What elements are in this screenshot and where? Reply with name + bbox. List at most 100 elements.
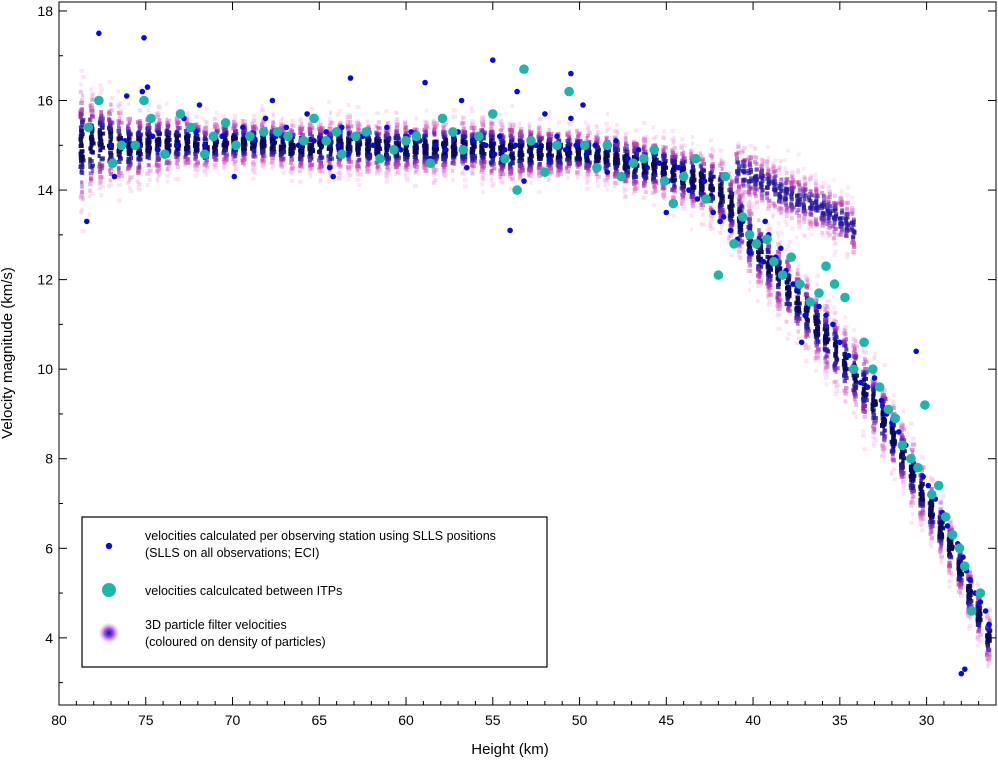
- particle-filter-mark: [814, 320, 818, 324]
- particle-filter-mark: [384, 109, 388, 113]
- particle-filter-mark: [644, 190, 648, 194]
- particle-filter-mark: [788, 240, 793, 244]
- particle-filter-mark: [290, 123, 293, 127]
- particle-filter-mark: [147, 144, 152, 148]
- particle-filter-mark: [176, 121, 180, 125]
- particle-filter-mark: [299, 149, 304, 153]
- particle-filter-mark: [633, 187, 636, 191]
- particle-filter-mark: [690, 228, 693, 232]
- particle-filter-mark: [813, 315, 818, 319]
- particle-filter-mark: [346, 165, 350, 169]
- particle-filter-mark: [147, 140, 151, 144]
- particle-filter-mark: [318, 169, 323, 173]
- particle-filter-mark: [99, 175, 104, 179]
- particle-filter-mark: [519, 146, 523, 150]
- particle-filter-mark: [234, 164, 238, 168]
- particle-filter-mark: [203, 137, 207, 141]
- particle-filter-mark: [260, 164, 264, 168]
- particle-filter-mark: [138, 182, 142, 186]
- particle-filter-mark: [824, 365, 828, 369]
- particle-filter-mark: [509, 144, 513, 148]
- particle-filter-mark: [711, 196, 715, 200]
- particle-filter-mark: [300, 161, 303, 165]
- particle-filter-mark: [98, 148, 101, 152]
- particle-filter-mark: [568, 130, 571, 134]
- particle-filter-mark: [347, 170, 350, 174]
- particle-filter-mark: [863, 357, 867, 361]
- particle-filter-mark: [537, 190, 542, 194]
- particle-filter-mark: [823, 318, 828, 322]
- particle-filter-mark: [863, 415, 867, 419]
- particle-filter-mark: [652, 166, 656, 170]
- particle-filter-mark: [414, 165, 419, 169]
- particle-filter-mark: [279, 148, 282, 152]
- particle-filter-mark: [670, 137, 673, 141]
- particle-filter-mark: [203, 164, 208, 168]
- particle-filter-mark: [270, 166, 273, 170]
- particle-filter-mark: [614, 166, 619, 170]
- particle-filter-mark: [176, 132, 179, 136]
- particle-filter-mark: [805, 278, 809, 282]
- particle-filter-mark: [137, 121, 141, 125]
- particle-filter-mark: [79, 210, 83, 214]
- particle-filter-mark: [824, 376, 829, 380]
- particle-filter-mark: [670, 129, 675, 133]
- particle-filter-mark: [99, 164, 103, 168]
- particle-filter-mark: [157, 138, 160, 142]
- particle-filter-mark: [241, 138, 244, 142]
- particle-filter-mark: [386, 137, 390, 141]
- particle-filter-mark: [384, 140, 388, 144]
- particle-filter-mark: [308, 171, 313, 175]
- particle-filter-mark: [758, 275, 761, 279]
- particle-filter-mark: [615, 182, 620, 186]
- particle-filter-mark: [79, 90, 83, 94]
- particle-filter-mark: [566, 157, 570, 161]
- particle-filter-mark: [126, 181, 129, 185]
- particle-filter-mark: [625, 150, 630, 154]
- particle-filter-mark: [689, 214, 693, 218]
- particle-filter-mark: [824, 360, 829, 364]
- particle-filter-mark: [128, 164, 132, 168]
- particle-filter-mark: [796, 268, 800, 272]
- particle-filter-mark: [99, 88, 104, 92]
- particle-filter-mark: [832, 332, 837, 336]
- particle-filter-mark: [632, 192, 635, 196]
- particle-filter-mark: [377, 168, 382, 172]
- particle-filter-mark: [566, 139, 571, 143]
- particle-filter-mark: [508, 162, 512, 166]
- particle-filter-mark: [816, 274, 820, 278]
- particle-filter-mark: [824, 324, 828, 328]
- particle-filter-mark: [463, 185, 468, 189]
- particle-filter-mark: [147, 126, 152, 130]
- particle-filter-mark: [863, 351, 868, 355]
- particle-filter-mark: [834, 358, 839, 362]
- particle-filter-mark: [757, 206, 760, 210]
- particle-filter-mark: [79, 83, 82, 87]
- particle-filter-mark: [117, 199, 122, 203]
- particle-filter-mark: [594, 157, 599, 161]
- particle-filter-mark: [614, 156, 617, 160]
- particle-filter-mark: [119, 109, 123, 113]
- particle-filter-mark: [652, 203, 656, 207]
- particle-filter-mark: [348, 124, 353, 128]
- particle-filter-mark: [425, 155, 428, 159]
- particle-filter-mark: [81, 94, 84, 98]
- particle-filter-mark: [339, 173, 343, 177]
- particle-filter-mark: [177, 126, 182, 130]
- particle-filter-mark: [632, 182, 637, 186]
- particle-filter-mark: [337, 163, 341, 167]
- particle-filter-mark: [396, 171, 400, 175]
- particle-filter-mark: [318, 162, 323, 166]
- particle-filter-mark: [186, 161, 190, 165]
- particle-filter-mark: [90, 141, 94, 145]
- particle-filter-mark: [711, 226, 715, 230]
- particle-filter-mark: [470, 133, 473, 137]
- particle-filter-mark: [481, 177, 485, 181]
- particle-filter-mark: [692, 178, 697, 182]
- particle-filter-mark: [318, 180, 322, 184]
- particle-filter-mark: [193, 142, 196, 146]
- particle-filter-mark: [518, 164, 522, 168]
- particle-filter-mark: [482, 166, 486, 170]
- particle-filter-mark: [749, 263, 753, 267]
- particle-filter-mark: [796, 316, 800, 320]
